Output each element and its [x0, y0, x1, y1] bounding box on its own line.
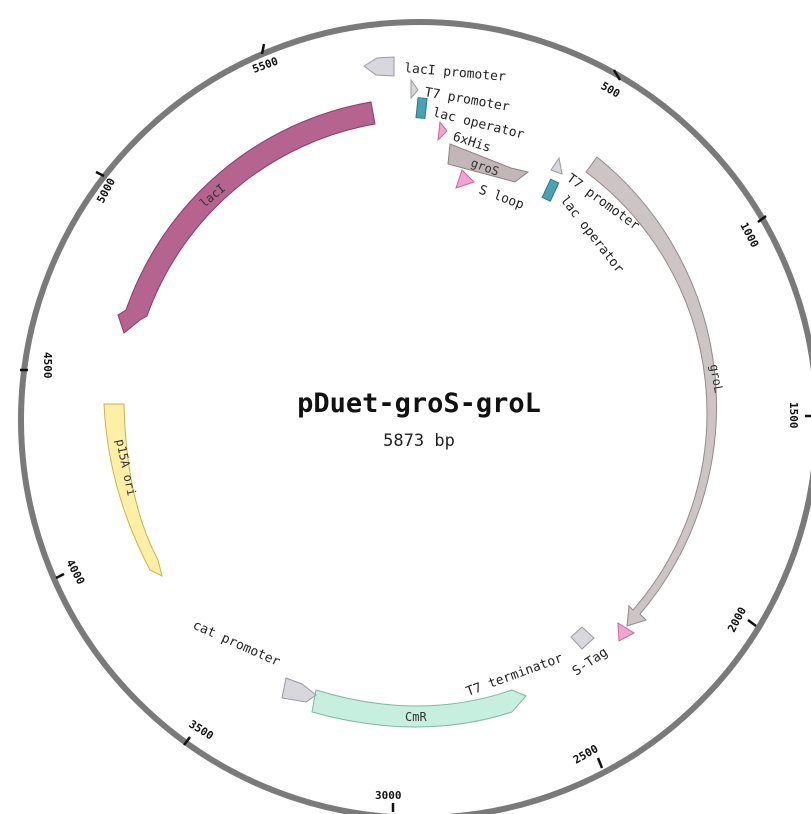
s-loop-shape [455, 169, 475, 189]
gros-label: groS [469, 156, 501, 179]
grol-arrow [585, 156, 717, 627]
t7-promoter-2-shape [550, 156, 563, 175]
gros-shape [447, 143, 530, 183]
tick-label-2500: 2500 [571, 742, 600, 767]
tick-label-500: 500 [599, 79, 623, 100]
feature-laci-promoter[interactable]: lacI promoter [363, 56, 507, 85]
cat-promoter-label: cat promoter [190, 618, 282, 670]
laci-promoter-shape [363, 56, 395, 77]
tick-label-3500: 3500 [186, 718, 215, 743]
lac-operator-2-shape [541, 178, 560, 202]
s-tag-shape [617, 622, 635, 642]
s-tag-label: S-Tag [570, 645, 611, 679]
feature-p15a-ori[interactable]: p15A ori [103, 403, 163, 577]
t7-terminator-shape [570, 626, 595, 650]
tick-label-4500: 4500 [41, 352, 54, 379]
feature-cat-promoter[interactable]: cat promoter [190, 618, 317, 703]
tick-label-3000: 3000 [375, 789, 402, 802]
backbone-circle [18, 19, 811, 814]
feature-cmr[interactable]: CmR [311, 689, 527, 728]
lac-operator-1-shape [415, 97, 428, 120]
plasmid-size: 5873 bp [383, 431, 455, 451]
grol-label: groL [707, 363, 726, 394]
tick-label-1500: 1500 [787, 402, 800, 429]
cat-promoter-shape [281, 677, 317, 703]
6xhis-shape [437, 120, 448, 142]
laci-arrow [117, 101, 376, 334]
tick-3500: 3500 [183, 718, 216, 746]
tick-1500: 1500 [787, 402, 811, 429]
plasmid-name: pDuet-groS-groL [297, 388, 541, 419]
s-loop-label: S loop [477, 183, 526, 213]
laci-promoter-label: lacI promoter [404, 61, 507, 85]
tick-2500: 2500 [571, 742, 604, 769]
tick-marks: 500 1000 1500 2000 2500 3000 3500 4000 [20, 43, 811, 812]
tick-4000: 4000 [55, 557, 87, 587]
feature-laci[interactable]: lacI [117, 101, 376, 334]
tick-2000: 2000 [725, 605, 757, 635]
tick-label-2000: 2000 [725, 605, 749, 635]
cmr-label: CmR [405, 710, 427, 724]
tick-3000: 3000 [375, 789, 402, 812]
tick-label-1000: 1000 [737, 220, 761, 250]
cmr-arrow [311, 689, 527, 728]
p15a-ori-arrow [103, 403, 163, 577]
tick-4500: 4500 [20, 352, 54, 379]
feature-grol[interactable]: groL [585, 156, 726, 627]
t7-promoter-1-shape [410, 78, 419, 100]
tick-label-4000: 4000 [63, 557, 87, 587]
